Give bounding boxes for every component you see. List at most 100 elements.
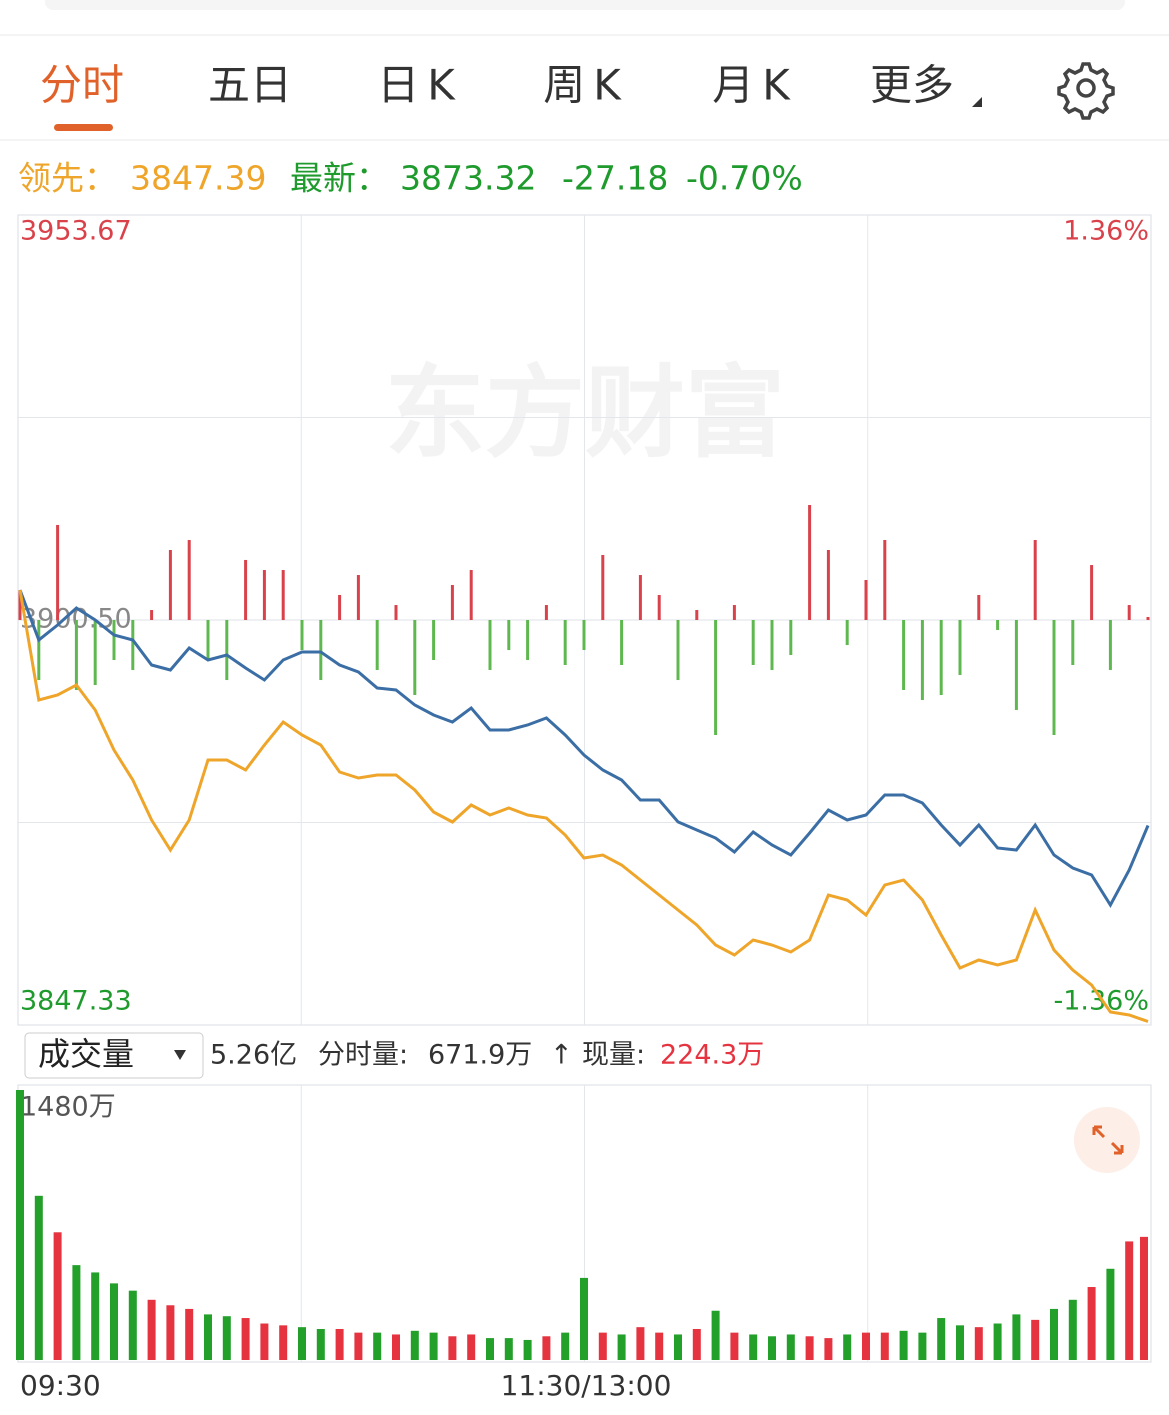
strength-bar [695, 610, 699, 620]
volume-bar [617, 1334, 626, 1360]
strength-bar [620, 620, 624, 665]
y-tick-label: 1480万 [20, 1092, 116, 1123]
strength-bar [582, 620, 586, 651]
volume-bar [128, 1290, 137, 1360]
strength-bar [413, 620, 417, 696]
now-label: 现量: [582, 1040, 645, 1071]
strength-bar [1146, 616, 1150, 620]
strength-bar [770, 620, 774, 670]
strength-bar [544, 605, 548, 620]
volume-bar [880, 1332, 889, 1360]
strength-bar [225, 620, 229, 681]
dropdown-arrow [972, 97, 982, 107]
volume-selector[interactable] [24, 1032, 204, 1079]
y-tick-label: 3847.33 [20, 986, 132, 1017]
strength-bar [319, 620, 323, 681]
volume-bar [298, 1327, 306, 1360]
y2-tick-label: 1.36% [1063, 216, 1149, 247]
strength-bar [1052, 620, 1056, 735]
tab[interactable]: 分时 [40, 61, 124, 110]
tab[interactable]: 日K [377, 61, 463, 110]
strength-bar [977, 594, 981, 620]
strength-bar [789, 620, 793, 656]
strength-bar [657, 594, 661, 620]
x-tick-label: 09:30 [20, 1369, 101, 1402]
selector-arrow [174, 1050, 186, 1060]
tab[interactable]: 五日 [208, 61, 292, 110]
now-value: 224.3万 [660, 1040, 764, 1071]
volume-bar [1087, 1287, 1096, 1360]
period-value: 671.9万 [428, 1040, 532, 1071]
volume-bar [204, 1314, 212, 1360]
strength-bar [1090, 565, 1094, 620]
strength-bar [902, 620, 906, 691]
volume-bar [824, 1338, 833, 1360]
volume-selector-label[interactable]: 成交量 [38, 1035, 134, 1073]
strength-bar [338, 594, 342, 620]
last-value: 3873.32 [400, 159, 536, 198]
strength-bar [394, 605, 398, 620]
strength-bar [56, 524, 60, 620]
tab[interactable]: 周K [543, 61, 629, 110]
strength-bar [563, 620, 567, 665]
volume-bar [260, 1323, 269, 1360]
volume-bar [316, 1328, 325, 1360]
volume-bar [899, 1330, 908, 1360]
strength-bar [1127, 605, 1131, 620]
price-line [18, 589, 1150, 908]
volume-bar [1031, 1319, 1040, 1360]
strength-bar [751, 620, 755, 665]
volume-bar [486, 1338, 494, 1360]
volume-total: 5.26亿 [210, 1040, 297, 1071]
info-row: 领先： 3847.39 最新： 3873.32 -27.18 -0.70% [18, 159, 803, 198]
volume-bar [730, 1332, 739, 1360]
volume-bar [34, 1195, 43, 1360]
strength-bar [808, 505, 812, 620]
volume-bar [692, 1328, 701, 1360]
volume-bar [53, 1232, 62, 1360]
arrow: ↑ [550, 1040, 573, 1071]
volume-bar [674, 1334, 682, 1360]
strength-bar [300, 620, 304, 651]
strength-bar [1033, 540, 1037, 620]
tabs: 分时 五日 日K 周K 月K 更多 [40, 61, 954, 110]
volume-bar [542, 1336, 551, 1360]
volume-bar [1106, 1268, 1115, 1360]
volume-bar [918, 1332, 927, 1360]
volume-bar [636, 1327, 645, 1360]
strength-bar [1071, 620, 1075, 665]
volume-bar [768, 1336, 776, 1360]
volume-bar [1140, 1236, 1148, 1360]
volume-bar [937, 1318, 946, 1360]
volume-bar [16, 1090, 24, 1360]
period-label: 分时量: [318, 1040, 408, 1071]
strength-bar [864, 580, 868, 620]
volume-bar [147, 1299, 156, 1360]
volume-bar [504, 1338, 513, 1360]
strength-bar [168, 549, 172, 620]
volume-bar [993, 1323, 1002, 1360]
strength-bar [1014, 620, 1018, 710]
volume-info: 5.26亿 分时量: 671.9万 ↑ 现量: 224.3万 [210, 1040, 764, 1071]
strength-bar [507, 620, 511, 651]
strength-bar [206, 620, 210, 660]
volume-bar [429, 1332, 438, 1360]
volume-bar [241, 1318, 250, 1360]
tab[interactable]: 月K [712, 61, 798, 110]
strength-bar [676, 620, 680, 681]
strength-bar [150, 610, 154, 620]
settings-icon[interactable] [1057, 62, 1115, 120]
strength-bar [996, 620, 1000, 630]
strength-bar [526, 620, 530, 660]
strength-bar [187, 540, 191, 620]
tab[interactable]: 更多 [870, 61, 954, 110]
volume-bar [1125, 1241, 1134, 1360]
volume-bar [1050, 1308, 1058, 1360]
tab-underline [54, 124, 113, 131]
strength-bar [18, 589, 22, 620]
expand-button[interactable] [1074, 1107, 1140, 1173]
search-bar[interactable] [45, 0, 1125, 10]
strength-bar [131, 620, 135, 670]
